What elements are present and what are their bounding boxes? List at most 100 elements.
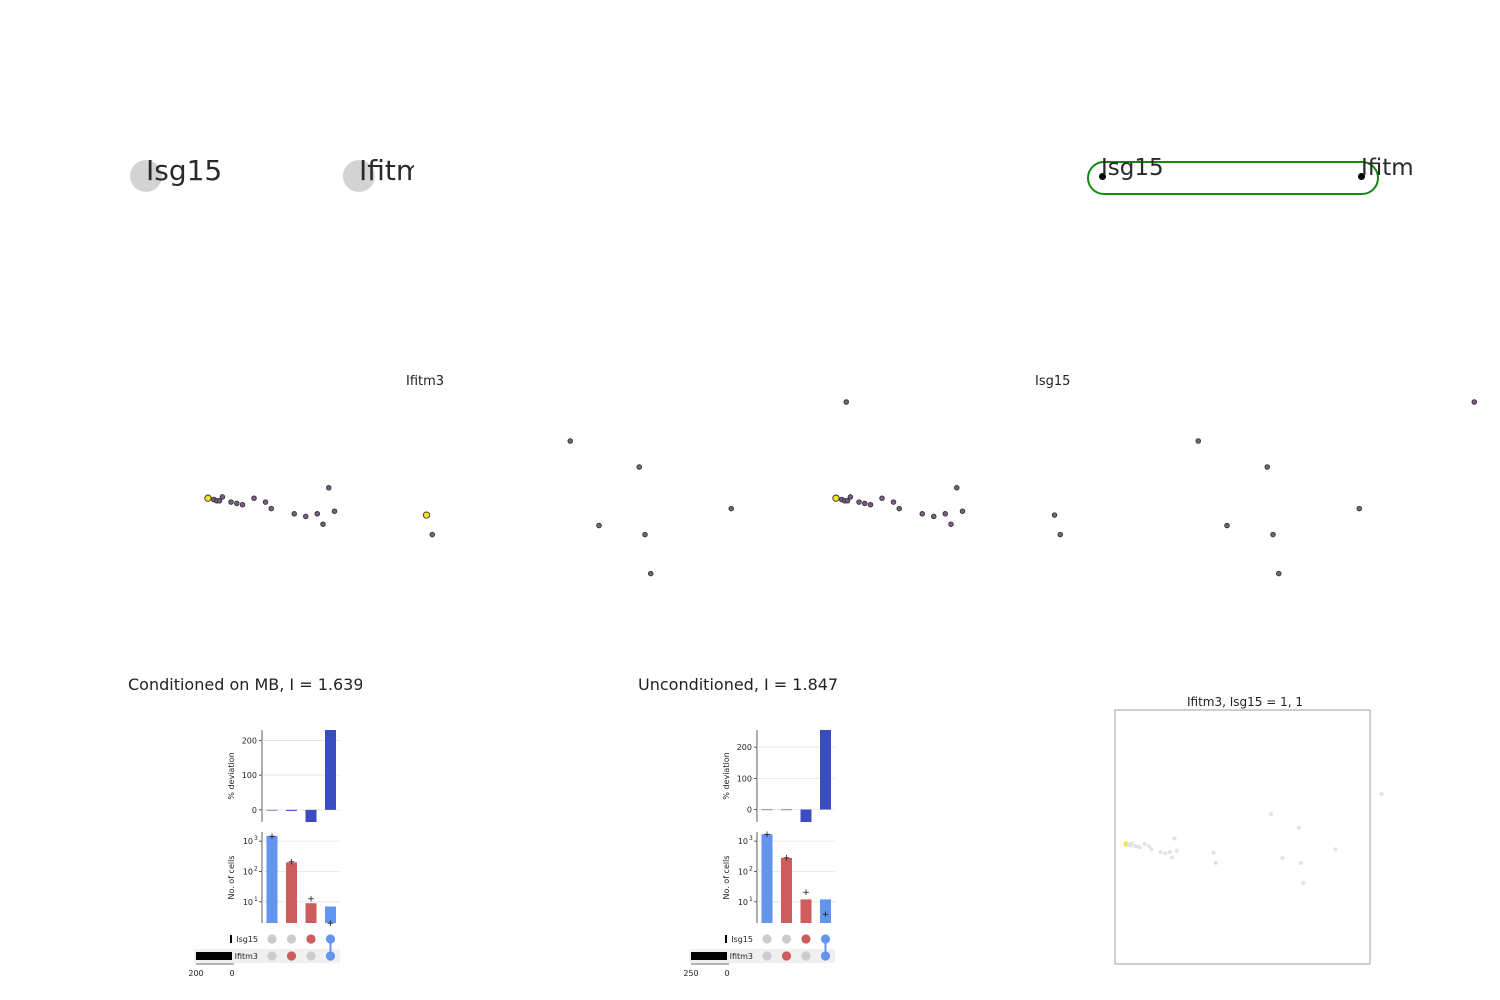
selection-point <box>1170 855 1175 860</box>
count-bar <box>761 834 773 923</box>
selection-scatter <box>1114 709 1384 965</box>
selection-point <box>1138 845 1142 850</box>
deviation-bar <box>325 730 336 810</box>
y-tick-exponent: 3 <box>254 835 258 842</box>
matrix-dot <box>801 951 811 961</box>
node-dot-ifitm <box>1358 173 1365 180</box>
conditioned-title: Conditioned on MB, I = 1.639 <box>128 675 362 694</box>
y-tick-label: 10 <box>243 898 253 907</box>
y-tick-label: 100 <box>737 774 752 783</box>
scatter-point <box>867 501 874 508</box>
scatter-point <box>1270 531 1276 538</box>
selection-point <box>1129 841 1134 846</box>
legend-row-right: Isg15 Ifitm <box>1085 150 1425 200</box>
scatter-point <box>326 485 332 491</box>
set-label: Isg15 <box>731 935 753 944</box>
scatter-point <box>1051 512 1058 518</box>
scatter-point <box>239 501 246 508</box>
scatter-point <box>954 485 960 491</box>
scatter-point <box>832 494 840 502</box>
scatter-point <box>919 511 926 517</box>
selection-point <box>1269 812 1274 817</box>
matrix-dot <box>801 934 811 944</box>
selection-point <box>1379 792 1384 796</box>
scatter-point <box>303 513 309 520</box>
y-axis-label: No. of cells <box>722 855 731 899</box>
count-bar <box>820 899 831 923</box>
set-size-bar <box>196 952 232 960</box>
scatter-point <box>429 531 436 538</box>
deviation-bar <box>266 809 278 811</box>
matrix-dot <box>306 951 316 961</box>
expected-marker: + <box>327 919 335 929</box>
set-size-tick-label: 250 <box>683 969 698 978</box>
set-label: Ifitm3 <box>730 952 753 961</box>
selection-point <box>1167 850 1172 855</box>
count-bar <box>800 899 812 923</box>
y-tick-exponent: 1 <box>254 896 258 903</box>
scatter-point <box>862 500 868 507</box>
selection-point <box>1142 841 1147 846</box>
scatter-point <box>636 464 643 470</box>
deviation-bar <box>781 809 792 811</box>
selection-point <box>1172 836 1177 841</box>
y-tick-label: 100 <box>242 771 257 780</box>
selection-point <box>1158 850 1163 855</box>
scatter-point <box>879 495 885 501</box>
scatter-point <box>642 531 648 538</box>
scatter-point <box>1471 399 1477 405</box>
y-tick-label: 10 <box>738 867 748 876</box>
selection-point <box>1213 860 1218 865</box>
label-isg15-right: Isg15 <box>1101 155 1164 181</box>
scatter-point <box>219 494 226 500</box>
y-tick-exponent: 2 <box>254 865 258 872</box>
scatter-point <box>567 438 574 444</box>
set-size-tick-label: 0 <box>724 969 729 978</box>
label-ifitm-left: Ifitm <box>359 154 414 187</box>
matrix-dot <box>306 934 316 944</box>
expected-marker: + <box>802 888 810 898</box>
scatter-point <box>1224 522 1230 529</box>
deviation-bar <box>305 809 317 822</box>
expected-marker: + <box>763 830 771 840</box>
matrix-dot <box>820 951 831 961</box>
unconditioned-title: Unconditioned, I = 1.847 <box>638 675 839 694</box>
scatter-point <box>262 499 269 505</box>
deviation-bar <box>820 730 831 810</box>
set-label: Ifitm3 <box>235 952 258 961</box>
node-circle-ifitm <box>343 160 375 192</box>
selection-point <box>1149 847 1154 852</box>
set-size-bar <box>691 952 727 960</box>
y-tick-exponent: 1 <box>749 896 753 903</box>
scatter-point <box>648 570 654 577</box>
scatter-point <box>204 494 212 502</box>
embedding-scatter-isg15 <box>832 399 1477 577</box>
scatter-point <box>1264 464 1270 470</box>
scatter-point <box>1356 505 1362 512</box>
selection-point <box>1174 848 1179 853</box>
matrix-dot <box>325 951 336 961</box>
selection-point <box>1147 843 1152 848</box>
y-axis-label: % deviation <box>722 752 731 799</box>
matrix-dot <box>286 934 297 944</box>
count-bar <box>781 857 792 923</box>
y-tick-label: 0 <box>747 806 752 815</box>
selection-point <box>1280 856 1285 861</box>
matrix-dot <box>286 951 297 961</box>
scatter-point <box>251 495 257 501</box>
scatter-point <box>890 499 897 505</box>
matrix-dot <box>267 951 277 961</box>
scatter-point <box>959 508 966 514</box>
scatter-point <box>291 511 298 517</box>
scatter-point <box>942 511 949 517</box>
y-tick-exponent: 2 <box>749 865 753 872</box>
scatter-point <box>948 521 954 527</box>
scatter-point <box>1195 438 1201 444</box>
deviation-bar <box>761 809 773 811</box>
embedding-title-isg15: Isg15 <box>1035 374 1071 389</box>
matrix-dot <box>781 934 792 944</box>
scatter-point <box>896 505 903 512</box>
selection-point <box>1333 847 1338 852</box>
